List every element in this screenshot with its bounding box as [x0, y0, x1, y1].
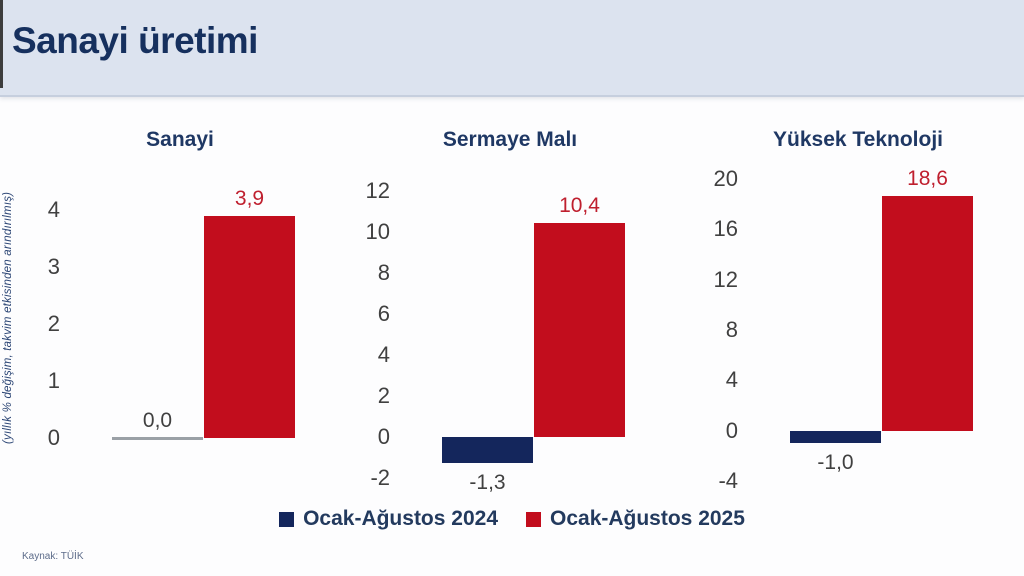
- chart-panel-yuksek-teknoloji: Yüksek Teknoloji 20 16 12 8 4 0 -4 -1,0 18,6: [698, 128, 1018, 528]
- source-note: Kaynak: TÜİK: [22, 551, 84, 562]
- bar-ocak-agustos-2025: [882, 196, 973, 431]
- y-tick-label: 4: [725, 367, 738, 393]
- legend-label-2025: Ocak-Ağustos 2025: [550, 507, 745, 530]
- legend-swatch-2024: [279, 511, 295, 527]
- legend: Ocak-Ağustos 2024 Ocak-Ağustos 2025: [0, 507, 1024, 531]
- chart-panel-sermaye-mali: Sermaye Malı 12 10 8 6 4 2 0 -2 -1,3 10,4: [350, 128, 670, 528]
- y-tick-label: 0: [725, 417, 738, 443]
- y-tick-label: 3: [47, 253, 60, 279]
- y-tick-label: 12: [365, 177, 390, 203]
- bar-ocak-agustos-2024: [442, 436, 533, 464]
- bar-value-label: -1,3: [469, 471, 506, 495]
- chart-plot-sermaye-mali: 12 10 8 6 4 2 0 -2 -1,3 10,4: [350, 128, 670, 528]
- bar-value-label: 10,4: [559, 194, 600, 218]
- y-tick-label: -4: [718, 468, 738, 494]
- legend-item-2024: Ocak-Ağustos 2024: [279, 507, 498, 531]
- bar-value-label: 0,0: [142, 408, 173, 432]
- y-tick-label: 4: [47, 196, 60, 222]
- zero-value-bar-line: [112, 436, 203, 440]
- y-axis-note: (yıllık % değişim, takvim etkisinden arı…: [2, 191, 14, 444]
- y-tick-label: 16: [713, 216, 738, 242]
- legend-label-2024: Ocak-Ağustos 2024: [303, 507, 498, 530]
- y-tick-label: 12: [713, 266, 738, 292]
- y-tick-label: 8: [725, 316, 738, 342]
- header-left-edge-line: [0, 0, 3, 88]
- y-tick-label: 20: [713, 165, 738, 191]
- y-tick-label: 0: [377, 423, 390, 449]
- legend-item-2025: Ocak-Ağustos 2025: [526, 507, 745, 531]
- page-title: Sanayi üretimi: [12, 20, 258, 61]
- y-tick-label: 10: [365, 218, 390, 244]
- bar-ocak-agustos-2025: [534, 223, 625, 437]
- y-tick-label: 0: [47, 424, 60, 450]
- y-tick-label: 2: [377, 382, 390, 408]
- chart-plot-sanayi: 4 3 2 1 0 0,0 3,9: [20, 128, 340, 528]
- bar-value-label: 18,6: [907, 167, 948, 191]
- chart-plot-yuksek-teknoloji: 20 16 12 8 4 0 -4 -1,0 18,6: [698, 128, 1018, 528]
- bar-value-label: -1,0: [817, 451, 854, 475]
- bar-value-label: 3,9: [234, 186, 265, 210]
- chart-title-sanayi: Sanayi: [146, 128, 214, 151]
- bar-ocak-agustos-2024: [790, 430, 881, 444]
- chart-title-sermaye-mali: Sermaye Malı: [442, 128, 578, 151]
- chart-panel-sanayi: Sanayi 4 3 2 1 0 0,0 3,9: [20, 128, 340, 528]
- y-tick-label: 4: [377, 341, 390, 367]
- chart-title-yuksek-teknoloji: Yüksek Teknoloji: [773, 128, 943, 151]
- header: Sanayi üretimi: [0, 0, 1024, 97]
- legend-swatch-2025: [526, 511, 541, 527]
- y-tick-label: 2: [47, 310, 60, 336]
- y-tick-label: 8: [377, 259, 390, 285]
- bar-ocak-agustos-2025: [204, 215, 295, 438]
- y-tick-label: 6: [377, 300, 390, 326]
- y-tick-label: -2: [370, 464, 390, 490]
- y-tick-label: 1: [47, 367, 60, 393]
